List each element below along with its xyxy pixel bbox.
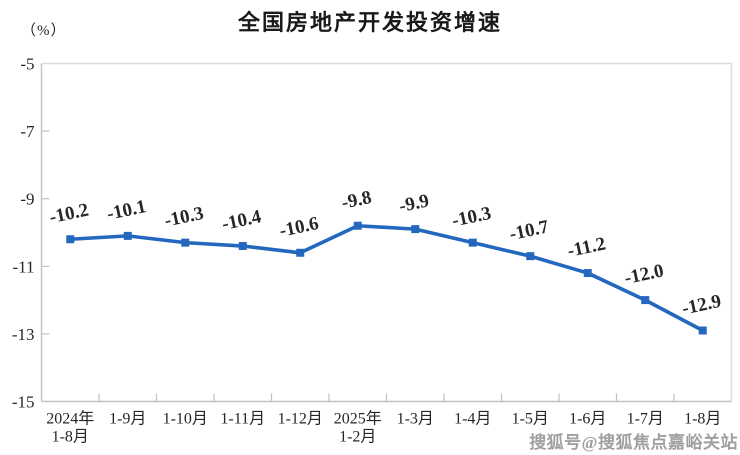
data-point-label: -12.0 bbox=[623, 260, 666, 289]
data-point-marker bbox=[698, 326, 707, 335]
data-point-label: -10.3 bbox=[450, 203, 493, 232]
data-point-label: -10.3 bbox=[163, 203, 206, 232]
x-tick-label: 1-5月 bbox=[512, 411, 549, 428]
data-point-marker bbox=[353, 221, 362, 230]
x-tick-label: 1-4月 bbox=[454, 411, 491, 428]
y-tick-label: -9 bbox=[20, 190, 34, 209]
data-point-marker bbox=[238, 242, 247, 251]
data-point-label: -9.8 bbox=[340, 187, 374, 214]
x-tick-label: 1-6月 bbox=[569, 411, 606, 428]
y-tick-label: -7 bbox=[20, 122, 35, 141]
x-tick-label: 1-3月 bbox=[397, 411, 434, 428]
data-point-label: -10.4 bbox=[220, 206, 264, 235]
x-tick-label: 1-8月 bbox=[684, 411, 721, 428]
data-point-label: -10.7 bbox=[508, 216, 552, 245]
y-axis-unit-label: （%） bbox=[21, 23, 67, 39]
data-point-marker bbox=[296, 248, 305, 257]
x-tick-label: 1-12月 bbox=[278, 411, 323, 428]
x-tick-label: 1-7月 bbox=[627, 411, 664, 428]
data-point-label: -10.6 bbox=[278, 213, 321, 242]
x-tick-label: 2025年 1-2月 bbox=[334, 410, 382, 446]
data-point-marker bbox=[583, 269, 592, 278]
x-tick-label: 2024年 1-8月 bbox=[46, 410, 94, 446]
y-tick-label: -11 bbox=[12, 257, 34, 276]
y-tick-label: -15 bbox=[12, 393, 35, 412]
data-point-label: -10.1 bbox=[105, 196, 148, 225]
x-tick-label: 1-11月 bbox=[220, 411, 265, 428]
data-point-marker bbox=[123, 231, 132, 240]
watermark-text: 搜狐号@搜狐焦点嘉峪关站 bbox=[529, 433, 738, 452]
data-point-marker bbox=[181, 238, 190, 247]
plot-area-border bbox=[41, 62, 733, 402]
x-tick-label: 1-10月 bbox=[163, 411, 208, 428]
data-point-marker bbox=[526, 252, 535, 261]
data-point-label: -9.9 bbox=[397, 190, 431, 217]
y-tick-label: -5 bbox=[20, 55, 34, 74]
data-point-marker bbox=[411, 225, 420, 234]
chart-title: 全国房地产开发投资增速 bbox=[237, 10, 502, 35]
data-point-label: -10.2 bbox=[48, 199, 91, 228]
data-point-label: -12.9 bbox=[680, 291, 723, 320]
data-point-marker bbox=[66, 235, 75, 244]
data-point-marker bbox=[641, 296, 650, 305]
data-point-marker bbox=[468, 238, 477, 247]
data-point-label: -11.2 bbox=[566, 233, 608, 262]
x-tick-label: 1-9月 bbox=[109, 411, 146, 428]
y-tick-label: -13 bbox=[12, 325, 35, 344]
series-line bbox=[68, 223, 705, 333]
